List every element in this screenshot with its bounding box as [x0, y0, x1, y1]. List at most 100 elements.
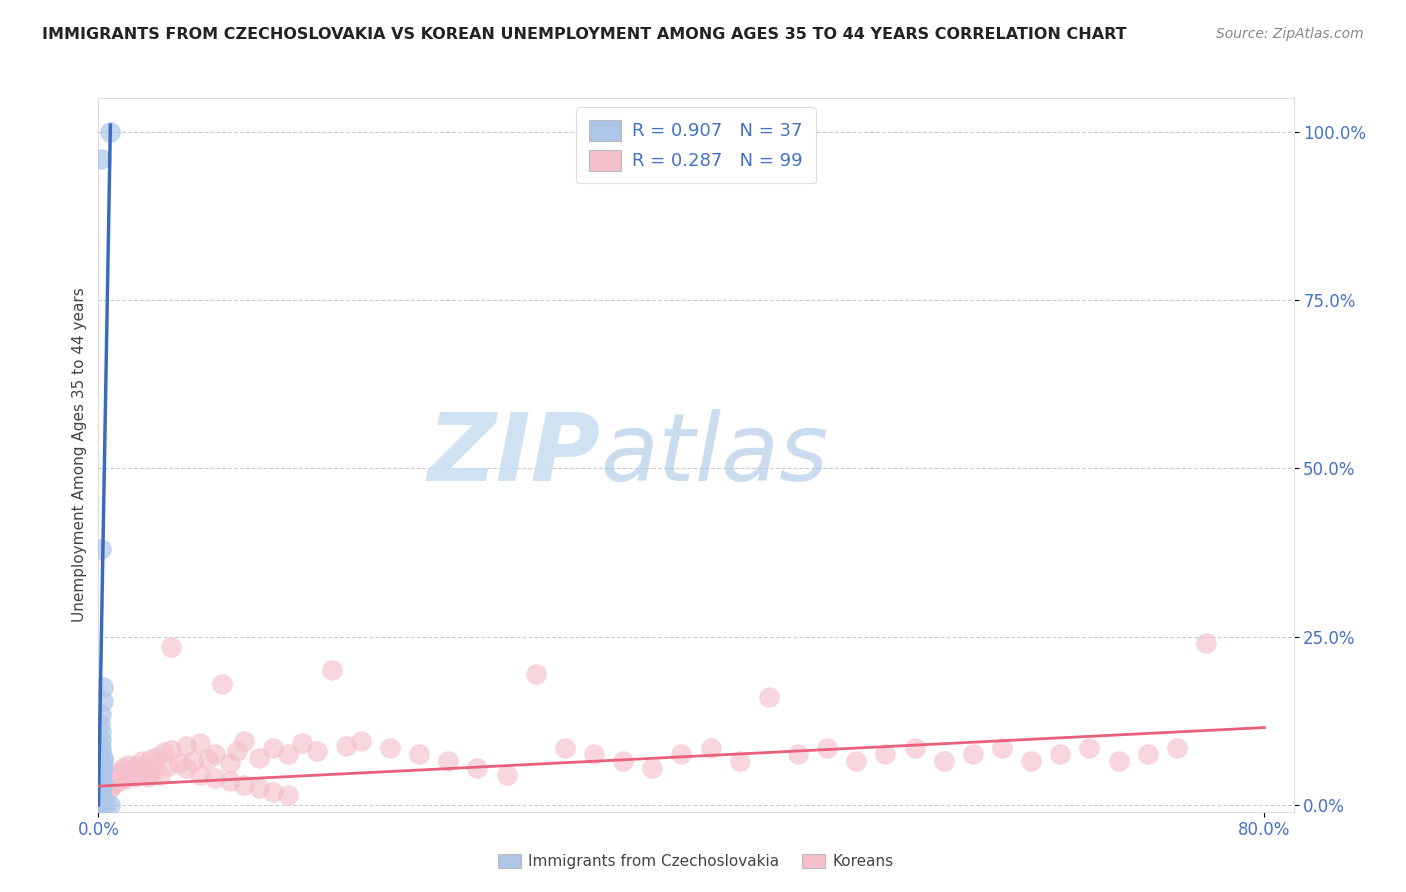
Point — [787, 747, 810, 762]
Point — [991, 740, 1014, 755]
Text: IMMIGRANTS FROM CZECHOSLOVAKIA VS KOREAN UNEMPLOYMENT AMONG AGES 35 TO 44 YEARS : IMMIGRANTS FROM CZECHOSLOVAKIA VS KOREAN… — [42, 27, 1126, 42]
Point — [91, 761, 114, 775]
Point — [89, 796, 111, 810]
Point — [197, 752, 219, 766]
Point — [90, 542, 112, 557]
Point — [91, 788, 114, 802]
Point — [117, 757, 139, 772]
Point — [699, 740, 721, 755]
Point — [96, 781, 118, 796]
Point — [89, 792, 111, 806]
Point — [91, 693, 114, 707]
Point — [98, 797, 121, 812]
Point — [122, 767, 145, 781]
Point — [90, 786, 112, 800]
Point — [174, 761, 197, 775]
Point — [90, 746, 112, 760]
Point — [758, 690, 780, 705]
Point — [641, 761, 664, 775]
Point — [305, 744, 328, 758]
Point — [110, 772, 132, 787]
Point — [962, 747, 984, 762]
Point — [91, 786, 114, 800]
Point — [90, 788, 112, 802]
Point — [335, 739, 357, 753]
Point — [93, 781, 115, 796]
Point — [190, 736, 212, 750]
Point — [153, 746, 176, 760]
Point — [350, 734, 373, 748]
Y-axis label: Unemployment Among Ages 35 to 44 years: Unemployment Among Ages 35 to 44 years — [72, 287, 87, 623]
Point — [131, 754, 153, 768]
Point — [378, 740, 401, 755]
Point — [247, 751, 270, 765]
Point — [204, 771, 226, 785]
Point — [218, 756, 240, 771]
Point — [671, 747, 693, 762]
Point — [108, 774, 131, 789]
Point — [90, 793, 112, 807]
Point — [1166, 740, 1188, 755]
Point — [91, 777, 114, 791]
Point — [111, 770, 134, 784]
Point — [89, 717, 111, 731]
Text: ZIP: ZIP — [427, 409, 600, 501]
Point — [524, 666, 547, 681]
Point — [437, 754, 460, 768]
Point — [225, 744, 247, 758]
Point — [91, 754, 114, 768]
Point — [98, 125, 121, 139]
Point — [90, 784, 112, 798]
Point — [728, 754, 751, 768]
Point — [554, 740, 576, 755]
Point — [124, 770, 146, 784]
Point — [125, 759, 148, 773]
Point — [90, 152, 112, 166]
Point — [932, 754, 955, 768]
Point — [262, 740, 284, 755]
Point — [97, 783, 120, 797]
Point — [138, 765, 160, 780]
Point — [93, 784, 115, 798]
Point — [160, 640, 183, 654]
Point — [277, 747, 299, 762]
Point — [218, 774, 240, 789]
Point — [157, 759, 180, 773]
Legend: Immigrants from Czechoslovakia, Koreans: Immigrants from Czechoslovakia, Koreans — [492, 848, 900, 875]
Point — [815, 740, 838, 755]
Point — [89, 795, 111, 809]
Point — [204, 747, 226, 762]
Point — [94, 786, 117, 800]
Point — [291, 736, 314, 750]
Point — [262, 784, 284, 798]
Point — [139, 752, 162, 766]
Point — [149, 767, 172, 781]
Point — [94, 797, 117, 812]
Point — [89, 781, 111, 796]
Point — [495, 767, 517, 781]
Point — [467, 761, 489, 775]
Point — [136, 770, 159, 784]
Point — [903, 740, 925, 755]
Point — [845, 754, 868, 768]
Point — [89, 791, 111, 805]
Point — [134, 761, 156, 775]
Point — [120, 763, 142, 777]
Point — [90, 771, 112, 785]
Point — [101, 771, 124, 785]
Point — [103, 776, 125, 790]
Point — [90, 707, 112, 722]
Point — [115, 765, 138, 780]
Point — [1195, 636, 1218, 650]
Point — [91, 751, 114, 765]
Point — [233, 734, 256, 748]
Point — [112, 761, 135, 775]
Point — [104, 772, 127, 787]
Point — [408, 747, 430, 762]
Point — [90, 757, 112, 772]
Point — [181, 754, 204, 768]
Text: atlas: atlas — [600, 409, 828, 500]
Point — [90, 773, 112, 788]
Point — [101, 774, 124, 789]
Point — [145, 749, 167, 764]
